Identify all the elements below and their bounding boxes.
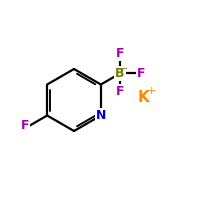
Text: B: B bbox=[115, 67, 125, 80]
Text: F: F bbox=[116, 47, 124, 60]
Text: F: F bbox=[21, 119, 29, 132]
Text: F: F bbox=[116, 85, 124, 98]
Text: −: − bbox=[120, 64, 128, 74]
Text: K: K bbox=[138, 90, 150, 105]
Text: N: N bbox=[96, 109, 106, 122]
Text: F: F bbox=[137, 67, 146, 80]
Text: +: + bbox=[147, 86, 157, 96]
